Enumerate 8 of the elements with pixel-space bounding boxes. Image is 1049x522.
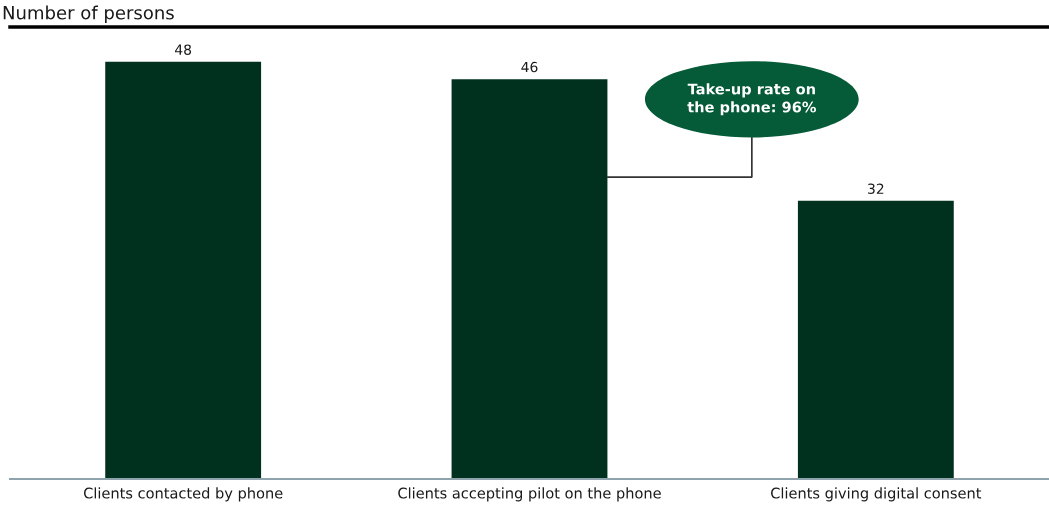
x-tick-label: Clients giving digital consent — [771, 487, 982, 502]
x-tick-label: Clients contacted by phone — [83, 487, 283, 502]
data-label: 32 — [868, 183, 884, 194]
x-tick-label: Clients accepting pilot on the phone — [398, 487, 661, 502]
data-label: 48 — [175, 44, 192, 55]
annotation: Take-up rate on the phone: 96% — [687, 83, 817, 116]
data-label: 46 — [521, 61, 538, 73]
y-axis-title: Number of persons — [3, 5, 174, 23]
